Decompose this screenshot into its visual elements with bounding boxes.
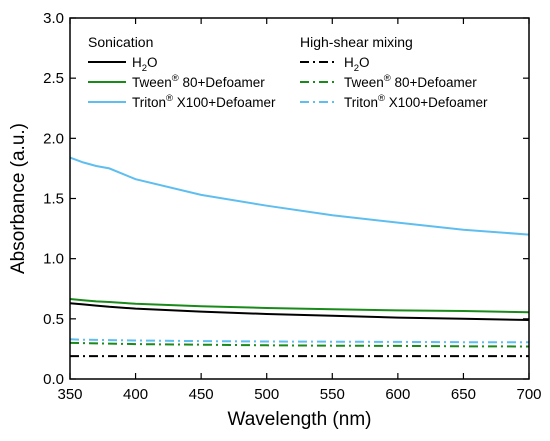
legend-entry-base: H bbox=[344, 55, 354, 70]
legend-entry-superscript: ® bbox=[378, 93, 385, 104]
legend-entry-subscript: 2 bbox=[142, 63, 147, 74]
x-tick-label: 700 bbox=[516, 386, 541, 403]
legend-entry-rest: X100+Defoamer bbox=[385, 95, 488, 110]
legend-entry-rest: 80+Defoamer bbox=[179, 75, 265, 90]
legend-entry-label: Tween® 80+Defoamer bbox=[132, 73, 265, 90]
legend-entry-label: H2O bbox=[132, 55, 158, 74]
legend-entry-superscript: ® bbox=[384, 73, 391, 84]
legend-entry-rest: O bbox=[359, 55, 370, 70]
series-line-5 bbox=[69, 341, 530, 348]
series-line-6 bbox=[69, 338, 530, 344]
y-tick-label: 0.0 bbox=[43, 371, 64, 388]
legend-entry-label: Triton® X100+Defoamer bbox=[132, 93, 276, 110]
x-tick-label: 650 bbox=[451, 386, 476, 403]
legend-entry-superscript: ® bbox=[172, 73, 179, 84]
legend-entry-base: H bbox=[132, 55, 142, 70]
legend-entry-label: Triton® X100+Defoamer bbox=[344, 93, 488, 110]
legend-entry-base: Triton bbox=[132, 95, 166, 110]
legend-entry-subscript: 2 bbox=[354, 63, 359, 74]
legend-entry-rest: X100+Defoamer bbox=[173, 95, 276, 110]
x-tick-label: 600 bbox=[385, 386, 410, 403]
legend-group-title: Sonication bbox=[88, 34, 153, 50]
series-line-3 bbox=[69, 156, 530, 236]
x-tick-label: 350 bbox=[57, 386, 82, 403]
x-tick-label: 400 bbox=[123, 386, 148, 403]
x-tick-label: 550 bbox=[320, 386, 345, 403]
x-tick-label: 500 bbox=[254, 386, 279, 403]
x-tick-label: 450 bbox=[189, 386, 214, 403]
y-tick-label: 2.0 bbox=[43, 130, 64, 147]
series-layer bbox=[69, 156, 530, 358]
plot-frame bbox=[69, 17, 530, 380]
legend-entry-label: Tween® 80+Defoamer bbox=[344, 73, 477, 90]
legend-group-title: High-shear mixing bbox=[300, 34, 413, 50]
y-tick-label: 1.5 bbox=[43, 191, 64, 208]
y-tick-label: 1.0 bbox=[43, 251, 64, 268]
legend-entry-label: H2O bbox=[344, 55, 370, 74]
legend-entry-rest: O bbox=[147, 55, 158, 70]
x-axis-label: Wavelength (nm) bbox=[228, 409, 372, 430]
series-line-1 bbox=[69, 302, 530, 321]
legend-entry-base: Triton bbox=[344, 95, 378, 110]
y-axis-label: Absorbance (a.u.) bbox=[8, 123, 29, 274]
legend-entry-base: Tween bbox=[344, 75, 384, 90]
legend-entry-rest: 80+Defoamer bbox=[391, 75, 477, 90]
series-line-2 bbox=[69, 298, 530, 314]
legend-entry-base: Tween bbox=[132, 75, 172, 90]
ticks-layer: 350 400 450 500 550 600 650 700 0.0 0.5 1.0 1.5 2.0 2… bbox=[43, 10, 541, 403]
y-tick-label: 2.5 bbox=[43, 70, 64, 87]
legend-entry-superscript: ® bbox=[166, 93, 173, 104]
y-tick-label: 0.5 bbox=[43, 311, 64, 328]
y-tick-label: 3.0 bbox=[43, 10, 64, 27]
